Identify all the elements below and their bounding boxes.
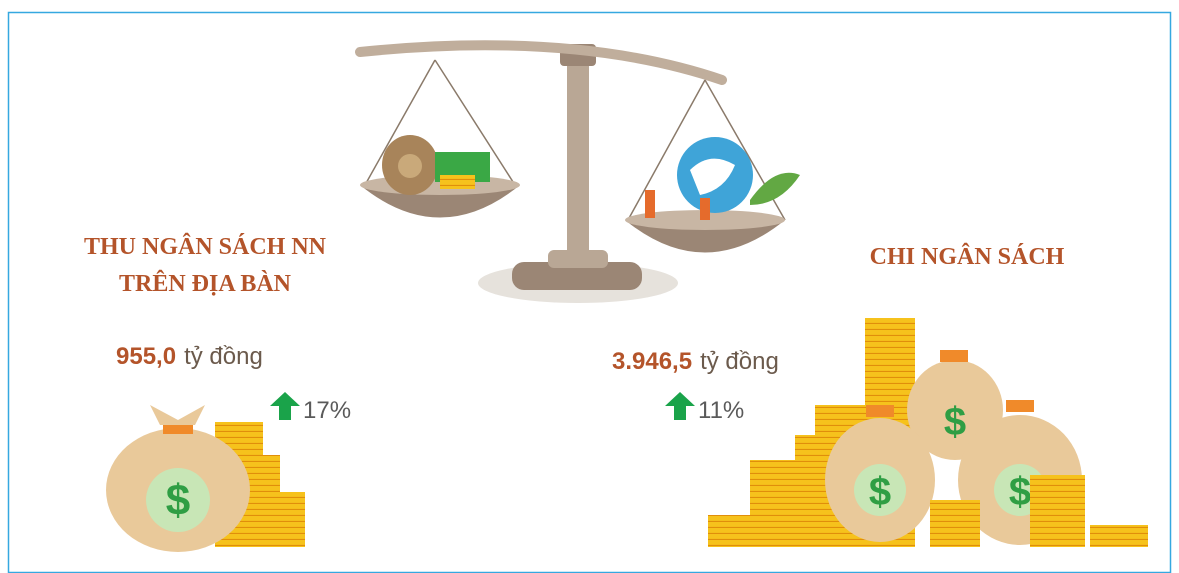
left-amount: 955,0 xyxy=(116,343,176,370)
left-unit: tỷ đồng xyxy=(184,343,263,370)
right-change: 11% xyxy=(698,397,744,424)
svg-text:$: $ xyxy=(944,400,966,444)
left-title-line2: TRÊN ĐỊA BÀN xyxy=(119,270,292,297)
right-amount: 3.946,5 xyxy=(612,348,692,375)
svg-text:$: $ xyxy=(869,470,891,514)
right-unit: tỷ đồng xyxy=(700,348,779,375)
svg-text:$: $ xyxy=(1009,470,1031,514)
right-title: CHI NGÂN SÁCH xyxy=(870,243,1065,270)
left-title-line1: THU NGÂN SÁCH NN xyxy=(84,233,327,260)
left-value: 955,0 tỷ đồng xyxy=(116,343,263,370)
left-change: 17% xyxy=(303,397,351,424)
infographic: $ $ $ $ THU NGÂN SÁCH NN TRÊN ĐỊA BÀN 95… xyxy=(0,0,1179,573)
svg-text:$: $ xyxy=(166,476,190,525)
